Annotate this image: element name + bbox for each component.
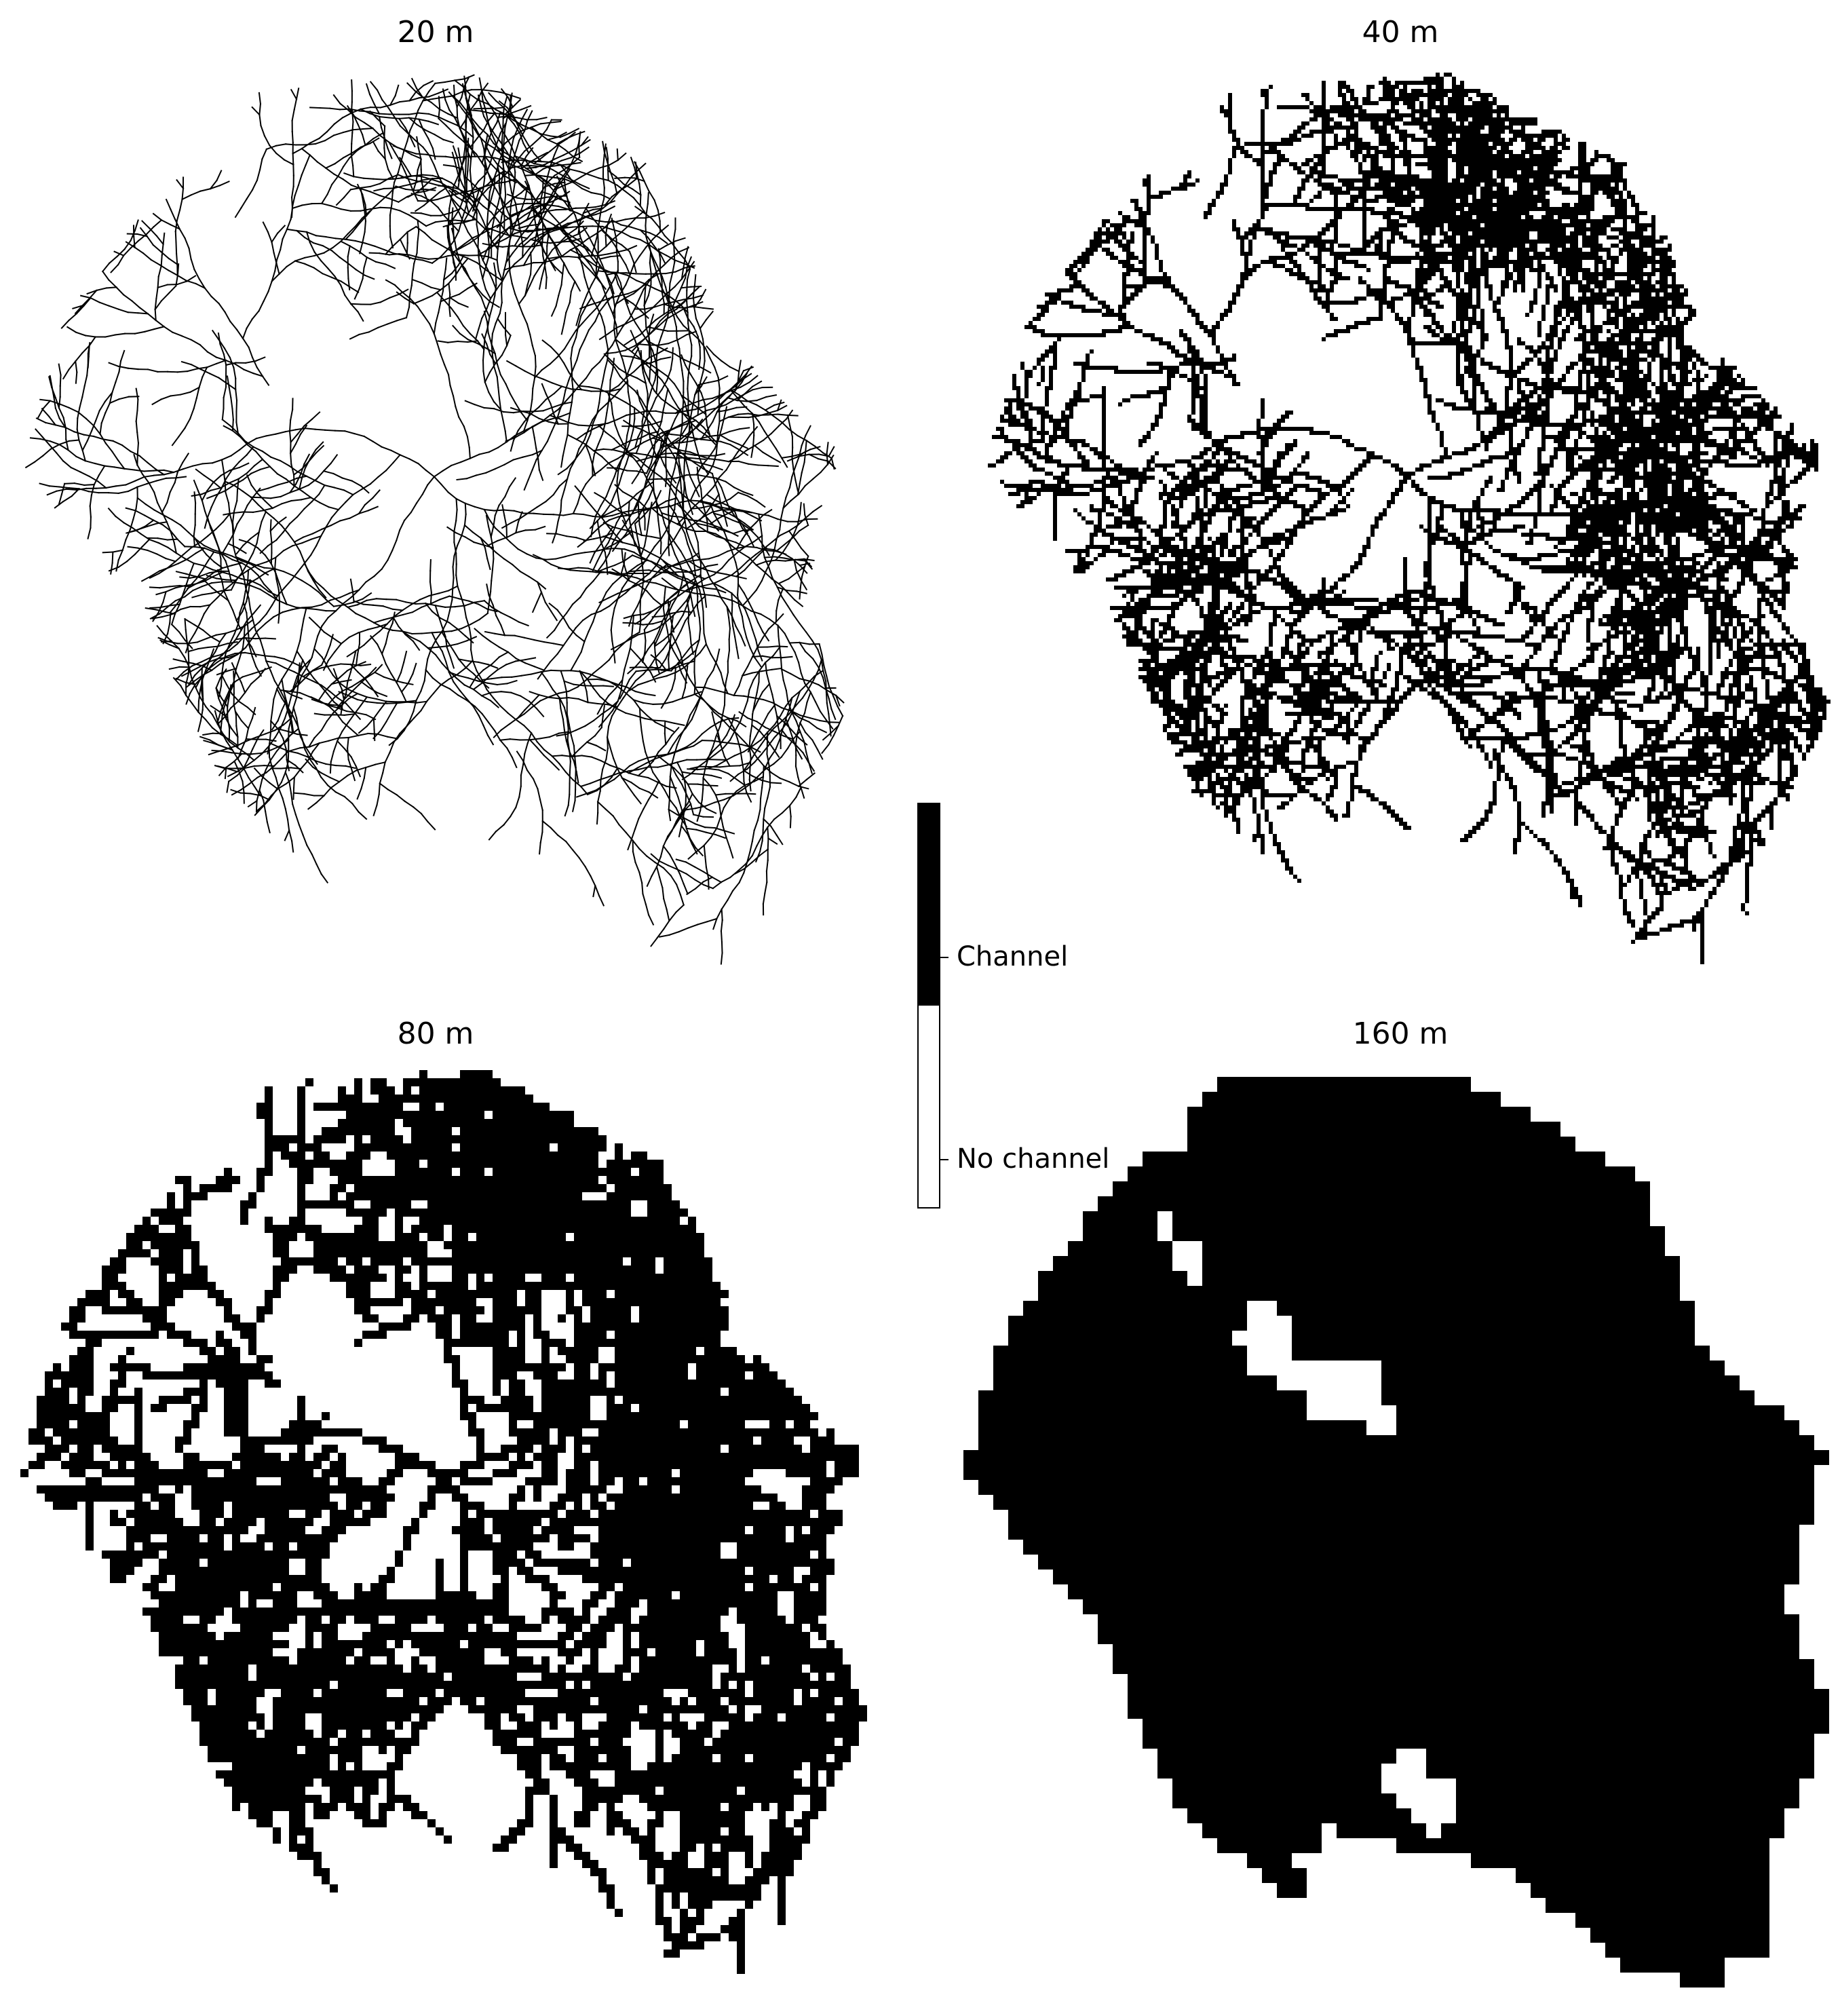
colorbar-tick-no-channel: [940, 1159, 948, 1160]
colorbar-label-no-channel: No channel: [957, 1143, 1110, 1175]
channel-map-20m: [24, 74, 845, 965]
panel-title-80m: 80 m: [397, 1016, 474, 1051]
channel-map-40m: [988, 73, 1831, 964]
channel-map-80m: [20, 1070, 867, 1974]
colorbar-tick-channel: [940, 957, 948, 958]
colorbar: [917, 803, 940, 1209]
channel-map-160m: [963, 1077, 1829, 1988]
colorbar-no-channel-segment: [919, 1006, 939, 1207]
panel-title-20m: 20 m: [397, 15, 474, 50]
panel-title-160m: 160 m: [1352, 1016, 1449, 1051]
panel-title-40m: 40 m: [1362, 15, 1439, 50]
colorbar-label-channel: Channel: [957, 941, 1069, 972]
colorbar-channel-segment: [919, 804, 939, 1006]
